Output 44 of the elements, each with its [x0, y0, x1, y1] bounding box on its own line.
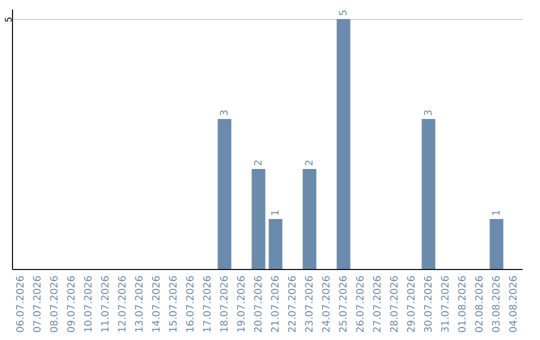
x-tick-label: 04.08.2026: [508, 276, 520, 333]
data-label: 3: [424, 110, 434, 116]
data-label: 1: [492, 210, 502, 216]
x-tick-label: 29.07.2026: [406, 276, 418, 333]
x-tick-label: 08.07.2026: [50, 276, 60, 333]
x-tick-label: 07.07.2026: [32, 276, 44, 333]
x-tick-label: 11.07.2026: [100, 276, 112, 333]
x-tick-label: 25.07.2026: [338, 276, 350, 333]
x-tick-label: 10.07.2026: [84, 276, 94, 333]
x-tick-label: 22.07.2026: [288, 276, 298, 333]
x-tick-label: 17.07.2026: [202, 276, 214, 333]
bar: [252, 169, 266, 269]
x-tick-label: 18.07.2026: [220, 276, 230, 333]
x-tick-label: 20.07.2026: [254, 276, 264, 333]
data-label: 2: [254, 160, 264, 166]
bar: [268, 219, 282, 269]
x-tick-label: 13.07.2026: [134, 276, 146, 333]
x-tick-label: 27.07.2026: [372, 276, 384, 333]
x-tick-label: 01.08.2026: [458, 276, 468, 333]
bar: [422, 119, 436, 269]
x-tick-label: 09.07.2026: [66, 276, 78, 333]
bar: [490, 219, 504, 269]
data-label: 1: [270, 210, 282, 216]
data-label: 5: [338, 10, 350, 16]
x-tick-label: 21.07.2026: [270, 276, 282, 333]
data-label: 2: [304, 160, 316, 166]
x-tick-label: 30.07.2026: [424, 276, 434, 333]
x-tick-label: 19.07.2026: [236, 276, 248, 333]
x-tick-label: 12.07.2026: [118, 276, 128, 333]
x-tick-label: 24.07.2026: [322, 276, 332, 333]
bar: [336, 19, 350, 269]
x-tick-label: 28.07.2026: [390, 276, 400, 333]
data-label: 3: [220, 110, 230, 116]
x-tick-label: 02.08.2026: [474, 276, 486, 333]
bar: [302, 169, 316, 269]
x-tick-label: 03.08.2026: [492, 276, 502, 333]
bar: [218, 119, 232, 269]
x-tick-label: 15.07.2026: [168, 276, 180, 333]
x-tick-label: 23.07.2026: [304, 276, 316, 333]
x-tick-label: 14.07.2026: [152, 276, 162, 333]
x-tick-label: 26.07.2026: [356, 276, 366, 333]
x-tick-label: 16.07.2026: [186, 276, 196, 333]
x-tick-label: 31.07.2026: [440, 276, 452, 333]
x-tick-label: 06.07.2026: [16, 276, 26, 333]
